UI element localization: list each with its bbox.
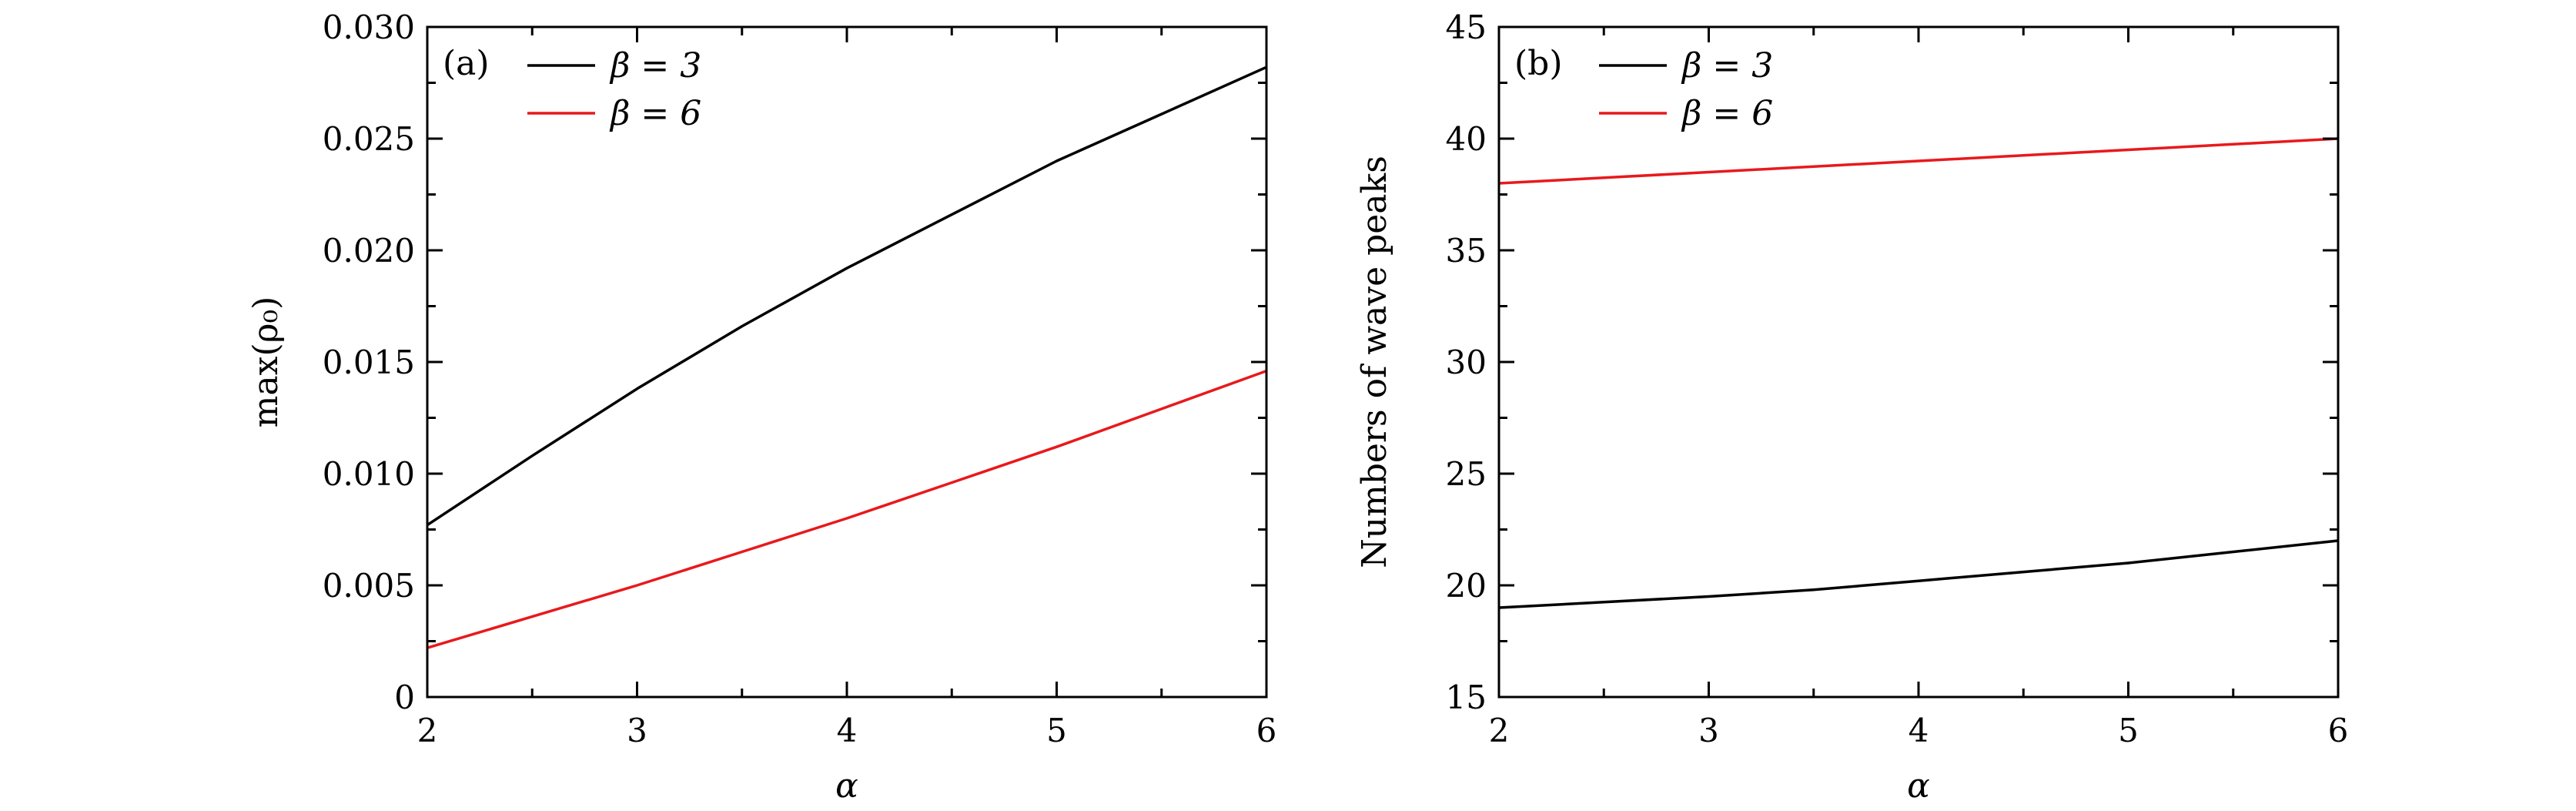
y-tick-label: 40 [1446, 120, 1487, 158]
y-tick-label: 25 [1446, 455, 1487, 493]
x-tick-label: 6 [1256, 712, 1277, 749]
x-tick-label: 4 [1909, 712, 1929, 749]
y-tick-label: 0.025 [323, 120, 415, 158]
plot-frame [426, 25, 1268, 699]
panel-label: (a) [443, 44, 490, 83]
y-tick-label: 0.005 [323, 567, 415, 605]
x-axis-label: α [1907, 766, 1930, 806]
y-tick-label: 15 [1446, 679, 1487, 716]
plot-frame [1497, 25, 2340, 699]
series-line-1 [427, 65, 1267, 527]
x-tick-label: 6 [2328, 712, 2349, 749]
y-axis-label: max(ρ₀) [246, 297, 286, 428]
y-tick-label: 35 [1446, 232, 1487, 270]
panel-label: (b) [1514, 44, 1563, 83]
x-tick-label: 5 [1046, 712, 1067, 749]
y-tick-label: 0 [394, 679, 415, 716]
y-axis-label: Numbers of wave peaks [1355, 156, 1394, 568]
panel-a: 2 3 4 5 6 0 0.005 0.010 0.015 0.020 0.025 0.030 α max… [246, 8, 1276, 806]
series-line-1 [1498, 539, 2339, 609]
y-tick-label: 45 [1446, 8, 1487, 46]
x-tick-label: 4 [837, 712, 858, 749]
y-tick-label: 0.020 [323, 232, 415, 270]
x-tick-label: 2 [1489, 712, 1510, 749]
series-line-2 [427, 369, 1267, 649]
legend-label-1: β = 3 [609, 46, 701, 85]
x-axis-label: α [835, 766, 858, 806]
y-tick-label: 30 [1446, 344, 1487, 381]
x-tick-label: 2 [417, 712, 438, 749]
x-tick-label: 3 [627, 712, 647, 749]
series-line-2 [1498, 137, 2339, 185]
y-tick-label: 0.010 [323, 455, 415, 493]
legend-label-2: β = 6 [1681, 94, 1773, 133]
legend-label-1: β = 3 [1681, 46, 1773, 85]
x-tick-label: 5 [2118, 712, 2139, 749]
y-tick-label: 0.015 [323, 344, 415, 381]
y-tick-label: 20 [1446, 567, 1487, 605]
legend-label-2: β = 6 [609, 94, 701, 133]
y-tick-label: 0.030 [323, 8, 415, 46]
x-tick-label: 3 [1698, 712, 1719, 749]
